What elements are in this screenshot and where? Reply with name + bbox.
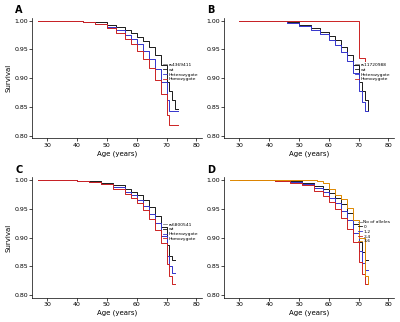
Legend: No of alleles, 0, 1-2, 2-4, 3-6: No of alleles, 0, 1-2, 2-4, 3-6 — [356, 218, 392, 245]
Y-axis label: Survival: Survival — [6, 223, 12, 252]
Legend: rs6800541, wt, Heterozygote, Homozygote: rs6800541, wt, Heterozygote, Homozygote — [161, 221, 200, 243]
Text: D: D — [207, 165, 215, 175]
X-axis label: Age (years): Age (years) — [97, 150, 138, 157]
X-axis label: Age (years): Age (years) — [97, 310, 138, 317]
Legend: rs4369411, wt, Heterozygote, Homozygote: rs4369411, wt, Heterozygote, Homozygote — [161, 61, 200, 83]
Y-axis label: Survival: Survival — [6, 64, 12, 92]
X-axis label: Age (years): Age (years) — [289, 310, 330, 317]
Legend: rs11720988, wt, Heterozygote, Homozygote: rs11720988, wt, Heterozygote, Homozygote — [353, 61, 392, 83]
Text: B: B — [207, 5, 215, 15]
Text: A: A — [15, 5, 23, 15]
X-axis label: Age (years): Age (years) — [289, 150, 330, 157]
Text: C: C — [15, 165, 22, 175]
